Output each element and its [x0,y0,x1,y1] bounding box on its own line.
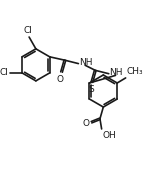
Text: OH: OH [103,131,116,140]
Text: Cl: Cl [0,68,8,77]
Text: CH₃: CH₃ [126,67,143,76]
Text: O: O [83,119,90,128]
Text: S: S [88,85,94,94]
Text: Cl: Cl [24,26,33,35]
Text: O: O [56,75,63,84]
Text: NH: NH [79,58,93,67]
Text: NH: NH [110,68,123,77]
